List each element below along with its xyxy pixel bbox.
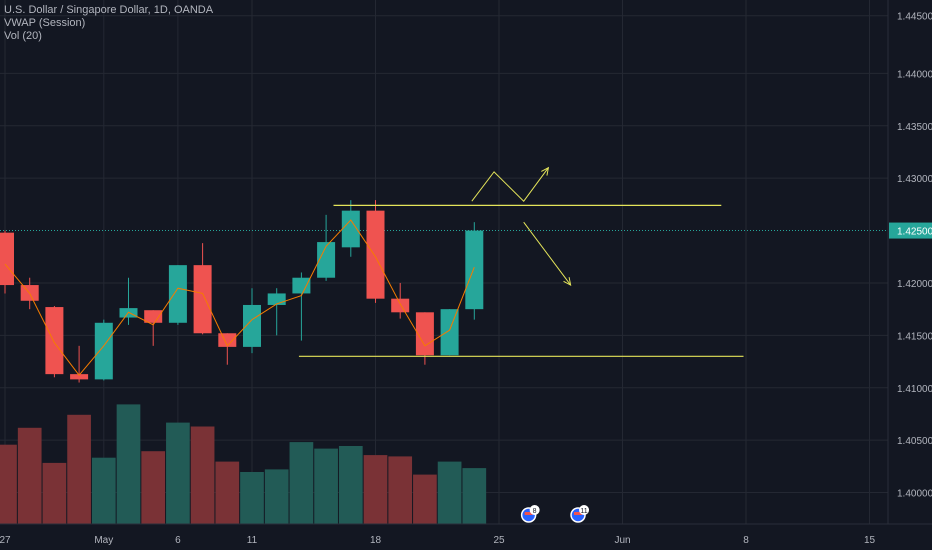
volume-bar	[67, 414, 91, 524]
candle	[243, 288, 261, 354]
candle	[317, 214, 336, 281]
candle	[292, 272, 311, 341]
volume-bar	[215, 461, 240, 524]
volume-bar	[289, 442, 314, 524]
candle	[70, 345, 89, 383]
candle-body	[317, 242, 336, 278]
candle-body	[341, 210, 360, 248]
volume-bar	[190, 426, 215, 524]
candle-body	[415, 312, 434, 356]
current-price-badge	[889, 222, 932, 239]
arrow-path	[471, 167, 549, 202]
candle-body	[465, 230, 484, 310]
candle	[465, 222, 484, 320]
time-tick-label: 25	[493, 535, 505, 546]
candle	[193, 243, 212, 335]
candle-body	[0, 232, 14, 286]
candle-body	[70, 374, 89, 380]
candle	[341, 200, 360, 257]
price-tick-label: 1.43000	[897, 174, 932, 185]
price-tick-label: 1.44000	[897, 69, 932, 80]
candle	[267, 288, 286, 336]
time-tick-label: 8	[743, 535, 749, 546]
candle-body	[243, 304, 261, 347]
volume-bar	[91, 457, 116, 524]
legend-vwap[interactable]: VWAP (Session)	[4, 17, 86, 29]
candle-body	[168, 265, 187, 323]
price-tick-label: 1.44500	[897, 12, 932, 23]
candle-body	[440, 309, 459, 356]
candle-body	[94, 322, 113, 380]
price-tick-label: 1.43500	[897, 122, 932, 133]
candle	[144, 310, 163, 346]
volume-bar	[437, 461, 462, 524]
price-tick-label: 1.42000	[897, 279, 932, 290]
candle	[440, 309, 459, 356]
event-count-badge	[579, 505, 590, 515]
candle	[168, 265, 187, 325]
time-axis: 27 May 6 11 18 25 Jun 8 15	[0, 523, 932, 546]
candle-body	[45, 307, 64, 375]
volume-bar	[264, 469, 289, 524]
price-axis: 1.44500 1.44000 1.43500 1.43000 1.42000 1.415…	[887, 0, 932, 524]
candle-body	[193, 265, 212, 334]
chart-legend: U.S. Dollar / Singapore Dollar, 1D, OAND…	[4, 4, 213, 43]
volume-bar	[413, 474, 437, 524]
volume-bar	[388, 456, 413, 524]
flag-stripe	[574, 512, 583, 515]
candle-body	[366, 210, 385, 299]
volume-bar	[240, 472, 264, 524]
volume-bar	[462, 468, 487, 524]
candle	[94, 319, 113, 381]
arrow-path	[523, 221, 572, 286]
volume-bar	[141, 451, 166, 524]
time-tick-label: May	[94, 535, 113, 546]
candle	[391, 282, 410, 319]
economic-event-marker: 11	[570, 505, 590, 523]
arrowhead	[541, 166, 550, 176]
price-tick-label: 1.41500	[897, 331, 932, 342]
time-tick-label: 6	[175, 535, 181, 546]
time-tick-label: 11	[247, 535, 258, 546]
price-tick-label: 1.41000	[897, 384, 932, 395]
event-count-label: 8	[533, 508, 537, 515]
price-tick-label: 1.40500	[897, 436, 932, 447]
candle-body	[267, 293, 286, 305]
time-tick-label: 15	[864, 535, 876, 546]
bullish-path-arrow	[471, 166, 550, 202]
bearish-path-arrow	[523, 221, 572, 286]
volume-bar	[0, 444, 17, 524]
volume-bar	[17, 427, 42, 524]
arrowhead	[563, 277, 572, 286]
volume-bar	[338, 446, 363, 524]
time-tick-label: 27	[0, 535, 11, 546]
candle	[366, 200, 385, 303]
candle-body	[144, 310, 163, 323]
volume-bars	[0, 404, 487, 524]
legend-symbol[interactable]: U.S. Dollar / Singapore Dollar, 1D, OAND…	[4, 4, 214, 16]
candle	[0, 230, 14, 294]
economic-event-marker: 8	[520, 505, 540, 523]
candle-body	[292, 277, 311, 294]
volume-bar	[314, 448, 338, 524]
volume-bar	[363, 455, 388, 524]
volume-bar	[166, 422, 190, 524]
event-count-badge	[529, 505, 540, 515]
current-price-label: 1.42500	[897, 227, 932, 238]
volume-bar	[42, 462, 67, 524]
vwap-line	[4, 219, 475, 376]
time-tick-label: 18	[370, 535, 382, 546]
event-count-label: 11	[580, 508, 587, 515]
flag-stripe	[524, 512, 533, 515]
volume-bar	[116, 404, 141, 524]
legend-volume[interactable]: Vol (20)	[4, 30, 42, 42]
time-tick-label: Jun	[614, 535, 630, 546]
price-tick-label: 1.40000	[897, 489, 932, 500]
candle-body	[391, 298, 410, 313]
